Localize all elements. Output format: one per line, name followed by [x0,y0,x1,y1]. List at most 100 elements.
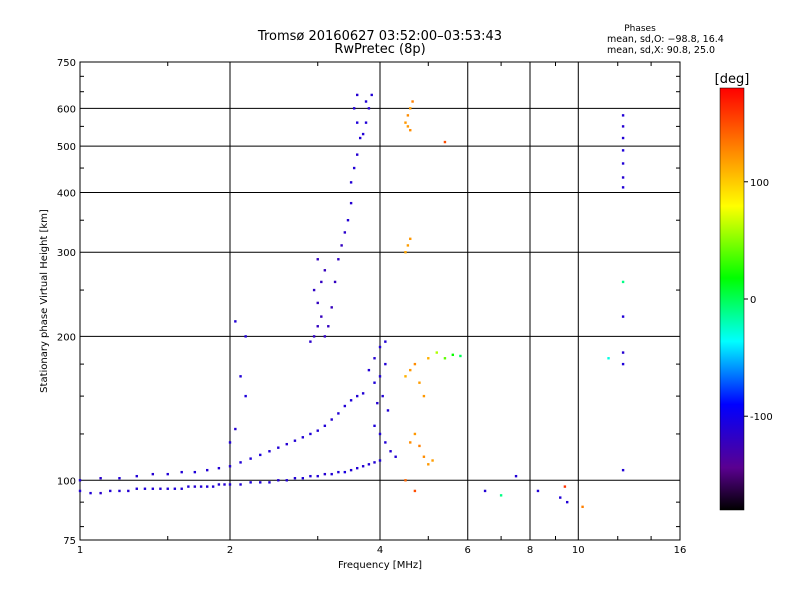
data-point [277,446,280,449]
data-point [239,375,242,378]
data-point [309,474,312,478]
data-point [330,472,333,476]
chart-subtitle: RwPretec (8p) [334,42,425,57]
data-point [327,325,330,328]
data-point [565,500,569,504]
data-point [563,485,567,488]
data-point [431,459,434,462]
data-point [228,441,232,444]
data-point [373,357,376,360]
data-point [435,351,438,354]
data-point [389,450,392,453]
data-point [411,100,414,103]
data-point [285,479,288,482]
data-point [621,176,625,179]
y-tick-label: 100 [57,476,76,487]
data-point [621,468,625,472]
data-point [361,132,365,136]
data-point [166,472,169,476]
data-point [337,470,340,474]
colorbar [719,87,745,511]
data-point [217,483,221,486]
data-point [443,140,447,144]
data-point [99,477,102,480]
data-point [323,424,327,428]
data-point [343,470,347,474]
phases-heading: Phases [624,24,656,34]
data-point [409,128,412,132]
data-point [499,494,503,497]
axis-ticks: 1 2 4 6 8 10 16 75 100 200 300 400 500 600 750 [57,58,686,556]
data-point [422,455,426,458]
data-point [384,441,387,444]
data-point [205,485,209,488]
data-point [337,258,340,261]
data-point [370,93,373,97]
data-point [581,505,584,509]
data-point [239,461,242,464]
data-point [343,404,347,408]
data-point [205,468,209,472]
data-point [621,162,625,165]
data-point [239,483,242,486]
data-point [355,394,359,398]
data-point [135,474,138,478]
data-point [404,121,407,124]
phases-o-stats: mean, sd,O: −98.8, 16.4 [607,34,724,45]
data-point [349,399,353,402]
data-point [228,465,232,468]
data-point [621,136,625,140]
colorbar-tick-label: 0 [750,295,756,306]
data-point [316,258,319,261]
y-tick-label: 75 [63,536,76,547]
data-point [173,487,177,490]
data-point [199,485,203,488]
data-point [309,340,312,343]
data-point [259,453,262,457]
data-point [309,432,312,436]
data-point [367,463,371,466]
data-point [361,392,365,395]
data-point [285,442,288,446]
data-point [418,381,421,384]
data-point [244,335,247,338]
data-point [143,487,147,490]
data-point [277,479,280,482]
data-point [373,461,376,464]
x-tick-label: 1 [77,545,83,556]
colorbar-label: [deg] [715,72,750,87]
data-point [376,401,379,405]
data-point [443,357,447,360]
data-point [293,439,297,442]
data-point [135,487,138,490]
data-point [316,301,319,305]
data-point [355,153,359,156]
data-point [451,353,455,357]
x-tick-label: 6 [465,545,471,556]
data-point [346,219,350,222]
data-point [323,472,327,476]
data-point [364,100,368,103]
data-point [367,368,371,372]
data-point [301,477,305,480]
data-point [159,487,162,490]
data-point [373,424,376,428]
data-point [316,474,319,478]
colorbar-tick-label: -100 [750,412,773,423]
data-points [78,93,625,509]
data-point [166,487,169,490]
colorbar-ticks: 100 0 -100 [744,178,773,423]
colorbar-tick-label: 100 [750,178,769,189]
data-point [386,409,390,412]
data-point [413,489,417,493]
data-point [151,487,155,490]
data-point [187,485,190,488]
data-point [413,362,417,366]
data-point [621,125,625,128]
data-point [355,466,359,470]
data-point [118,489,121,493]
data-point [223,483,226,486]
data-point [78,479,82,482]
data-point [249,457,252,460]
data-point [394,455,397,458]
